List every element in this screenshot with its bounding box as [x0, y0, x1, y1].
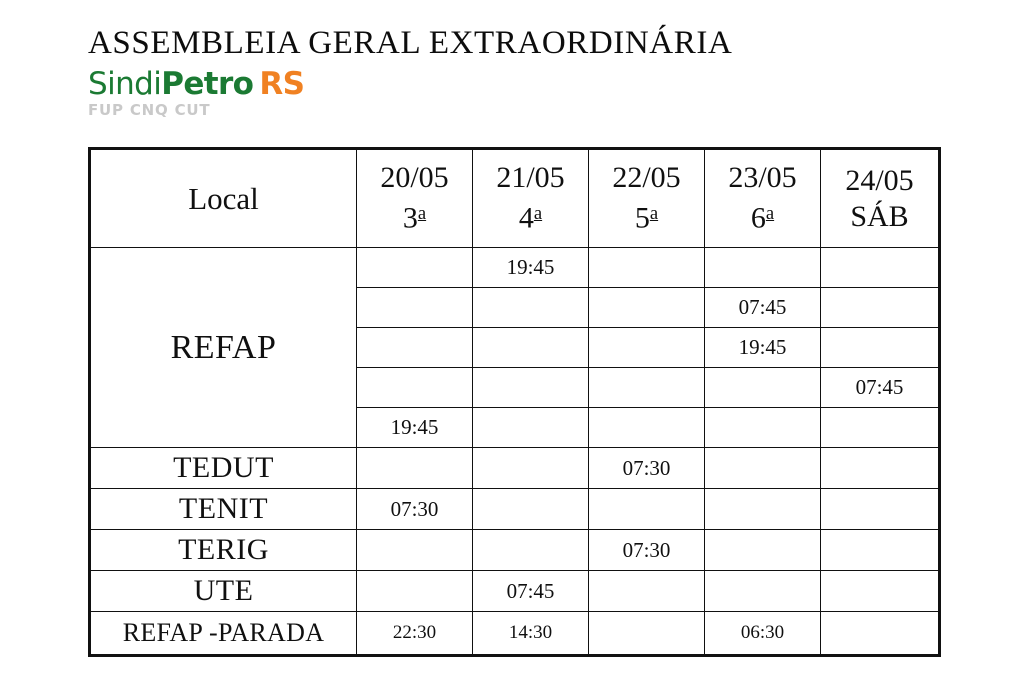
schedule-cell: [704, 529, 821, 571]
schedule-cell: [356, 529, 473, 571]
table-row: 19:45: [90, 407, 940, 448]
column-header-date: 22/05: [612, 161, 681, 195]
schedule-cell: [588, 488, 705, 530]
schedule-cell: [820, 407, 940, 448]
logo-affiliates-text: FUP CNQ CUT: [88, 101, 211, 119]
table-row: REFAP -PARADA 22:30 14:30 06:30: [89, 611, 940, 656]
row-label-tenit: TENIT: [89, 488, 357, 530]
schedule-cell: [588, 367, 705, 408]
weekday-number: 3: [402, 201, 418, 235]
assembly-schedule-table: Local 20/05 3a 21/05 4a 22/05 5a 23/05 6…: [88, 147, 941, 657]
logo-text-petro: Petro: [161, 66, 254, 102]
schedule-cell: [356, 287, 473, 328]
schedule-cell: [356, 447, 473, 489]
logo-text-rs: RS: [259, 66, 305, 102]
weekday-number: 4: [518, 201, 534, 235]
schedule-cell: [356, 367, 473, 408]
column-header-weekday: 3a: [357, 196, 472, 236]
ordinal-indicator: a: [649, 203, 659, 225]
schedule-cell: [588, 247, 705, 288]
row-label-ute: UTE: [89, 570, 357, 612]
column-header-day-2: 21/05 4a: [472, 148, 589, 248]
schedule-cell: [704, 407, 821, 448]
schedule-cell: [704, 367, 821, 408]
column-header-day-4: 23/05 6a: [704, 148, 821, 248]
schedule-cell: 19:45: [356, 407, 473, 448]
table-row: REFAP 19:45: [89, 247, 940, 448]
schedule-cell: [472, 529, 589, 571]
schedule-cell: 07:45: [704, 287, 821, 328]
table-row: UTE 07:45: [89, 570, 940, 612]
schedule-cell: [588, 570, 705, 612]
sindipetro-logo: SindiPetro RS FUP CNQ CUT: [88, 67, 948, 119]
row-label-terig: TERIG: [89, 529, 357, 571]
table-row: TEDUT 07:30: [89, 447, 940, 489]
schedule-cell: 14:30: [472, 611, 589, 656]
schedule-cell: 07:45: [820, 367, 940, 408]
schedule-cell: 19:45: [472, 247, 589, 288]
ordinal-indicator: a: [765, 203, 775, 225]
page-title: ASSEMBLEIA GERAL EXTRAORDINÁRIA: [88, 25, 733, 61]
column-header-day-5: 24/05 SÁB: [820, 148, 940, 248]
table-row: TERIG 07:30: [89, 529, 940, 571]
schedule-cell: [588, 287, 705, 328]
schedule-cell: [820, 327, 940, 368]
schedule-cell: 07:30: [588, 529, 705, 571]
column-header-weekday: SÁB: [850, 199, 909, 233]
ordinal-indicator: a: [533, 203, 543, 225]
schedule-cell: [588, 407, 705, 448]
schedule-cell: [356, 247, 473, 288]
schedule-cell: [704, 488, 821, 530]
logo-wordmark: SindiPetro RS: [88, 67, 948, 101]
schedule-cell: [704, 247, 821, 288]
schedule-cell: [704, 447, 821, 489]
table-header-row: Local 20/05 3a 21/05 4a 22/05 5a 23/05 6…: [89, 148, 940, 248]
column-header-date: 24/05: [845, 163, 914, 197]
schedule-cell: [820, 247, 940, 288]
weekday-number: 6: [750, 201, 766, 235]
column-header-weekday: 6a: [705, 196, 820, 236]
schedule-cell: 06:30: [704, 611, 821, 656]
column-header-date: 21/05: [496, 161, 565, 195]
column-header-day-3: 22/05 5a: [588, 148, 705, 248]
row-label-refap: REFAP: [89, 247, 357, 448]
table-row: 07:45: [90, 367, 940, 408]
schedule-cell: [588, 611, 705, 656]
schedule-cell: 19:45: [704, 327, 821, 368]
schedule-cell: [472, 287, 589, 328]
column-header-date: 23/05: [728, 161, 797, 195]
table-row: TENIT 07:30: [89, 488, 940, 530]
column-header-day-1: 20/05 3a: [356, 148, 473, 248]
column-header-weekday: 4a: [473, 196, 588, 236]
logo-text-sindi: Sindi: [88, 66, 162, 102]
schedule-cell: [588, 327, 705, 368]
table-row: 19:45: [90, 327, 940, 368]
schedule-cell: 22:30: [356, 611, 473, 656]
schedule-cell: [472, 488, 589, 530]
schedule-cell: [704, 570, 821, 612]
column-header-weekday: 5a: [589, 196, 704, 236]
schedule-cell: 07:30: [356, 488, 473, 530]
schedule-cell: [472, 447, 589, 489]
column-header-date: 20/05: [380, 161, 449, 195]
schedule-cell: [820, 570, 940, 612]
schedule-cell: [820, 287, 940, 328]
schedule-cell: [356, 570, 473, 612]
schedule-cell: [472, 407, 589, 448]
row-label-refap-parada: REFAP -PARADA: [89, 611, 357, 656]
schedule-cell: [472, 367, 589, 408]
schedule-cell: [820, 529, 940, 571]
row-label-tedut: TEDUT: [89, 447, 357, 489]
column-header-local: Local: [89, 148, 357, 248]
schedule-cell: [820, 447, 940, 489]
weekday-number: 5: [634, 201, 650, 235]
schedule-cell: 07:30: [588, 447, 705, 489]
schedule-cell: [820, 611, 940, 656]
schedule-cell: [820, 488, 940, 530]
schedule-cell: 07:45: [472, 570, 589, 612]
schedule-cell: [356, 327, 473, 368]
document-header: ASSEMBLEIA GERAL EXTRAORDINÁRIA SindiPet…: [88, 24, 948, 119]
schedule-cell: [472, 327, 589, 368]
ordinal-indicator: a: [417, 203, 427, 225]
